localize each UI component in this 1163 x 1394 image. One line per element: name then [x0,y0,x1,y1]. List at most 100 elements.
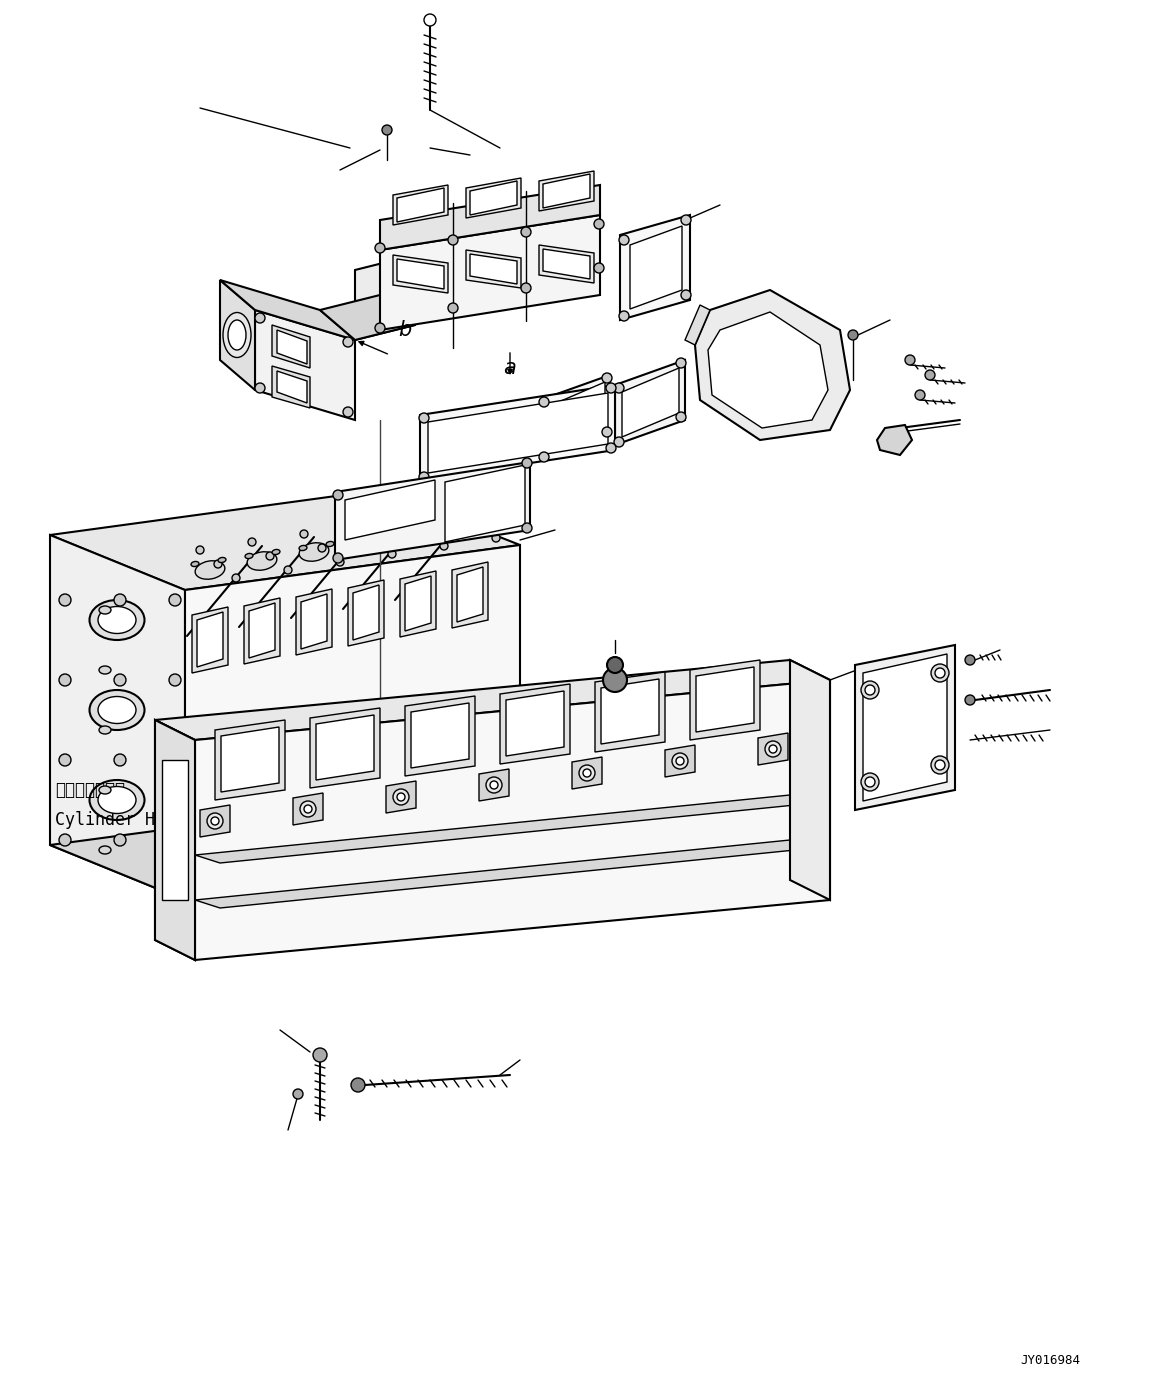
Ellipse shape [488,517,495,523]
Polygon shape [272,367,311,408]
Circle shape [682,290,691,300]
Circle shape [865,776,875,788]
Circle shape [404,514,412,521]
Polygon shape [758,733,789,765]
Ellipse shape [99,666,110,675]
Circle shape [114,675,126,686]
Circle shape [333,491,343,500]
Circle shape [619,236,629,245]
Polygon shape [601,679,659,744]
Polygon shape [185,545,520,901]
Polygon shape [877,425,912,454]
Polygon shape [255,309,355,420]
Ellipse shape [98,697,136,723]
Circle shape [59,594,71,606]
Polygon shape [192,606,228,673]
Polygon shape [316,715,374,781]
Ellipse shape [351,534,380,552]
Circle shape [343,407,354,417]
Circle shape [607,657,623,673]
Circle shape [606,443,616,453]
Ellipse shape [272,549,280,555]
Polygon shape [155,719,195,960]
Text: Cylinder Head: Cylinder Head [55,811,185,829]
Polygon shape [386,781,416,813]
Circle shape [393,789,409,804]
Polygon shape [197,612,223,666]
Circle shape [765,742,782,757]
Polygon shape [855,645,955,810]
Circle shape [606,383,616,393]
Circle shape [594,219,604,229]
Circle shape [861,682,879,698]
Polygon shape [470,254,518,284]
Circle shape [848,330,858,340]
Text: b: b [412,500,424,520]
Polygon shape [620,215,690,321]
Circle shape [397,793,405,802]
Ellipse shape [461,521,469,527]
Circle shape [211,817,219,825]
Ellipse shape [217,558,226,563]
Polygon shape [293,793,323,825]
Polygon shape [405,696,475,776]
Circle shape [374,323,385,333]
Polygon shape [397,259,444,289]
Ellipse shape [90,599,144,640]
Circle shape [676,757,684,765]
Polygon shape [690,659,759,740]
Polygon shape [220,280,355,340]
Polygon shape [50,800,520,901]
Polygon shape [335,461,530,560]
Polygon shape [452,562,488,629]
Circle shape [579,765,595,781]
Circle shape [266,552,274,560]
Circle shape [336,558,344,566]
Circle shape [419,473,429,482]
Circle shape [207,813,223,829]
Circle shape [59,834,71,846]
Ellipse shape [195,560,224,580]
Polygon shape [470,181,518,215]
Polygon shape [615,360,685,445]
Ellipse shape [98,786,136,814]
Circle shape [865,684,875,696]
Circle shape [343,337,354,347]
Text: JY016984: JY016984 [1020,1354,1080,1366]
Polygon shape [400,572,436,637]
Ellipse shape [191,562,199,566]
Circle shape [374,243,385,252]
Circle shape [284,566,292,574]
Polygon shape [685,305,709,344]
Ellipse shape [90,781,144,820]
Polygon shape [420,385,615,480]
Polygon shape [466,178,521,217]
Polygon shape [543,250,590,279]
Circle shape [352,521,361,530]
Circle shape [448,236,458,245]
Circle shape [422,528,430,537]
Circle shape [619,311,629,321]
Circle shape [169,754,181,765]
Circle shape [676,358,686,368]
Polygon shape [195,795,815,863]
Polygon shape [195,841,815,907]
Circle shape [351,1078,365,1092]
Polygon shape [708,312,828,428]
Polygon shape [622,368,679,436]
Circle shape [676,413,686,422]
Circle shape [255,383,265,393]
Circle shape [424,14,436,26]
Circle shape [448,302,458,314]
Polygon shape [354,585,379,640]
Circle shape [932,664,949,682]
Circle shape [538,452,549,461]
Polygon shape [411,703,469,768]
Ellipse shape [245,553,254,559]
Circle shape [614,436,625,447]
Polygon shape [665,744,695,776]
Polygon shape [249,604,274,658]
Ellipse shape [354,538,361,542]
Circle shape [602,427,612,436]
Ellipse shape [299,542,329,562]
